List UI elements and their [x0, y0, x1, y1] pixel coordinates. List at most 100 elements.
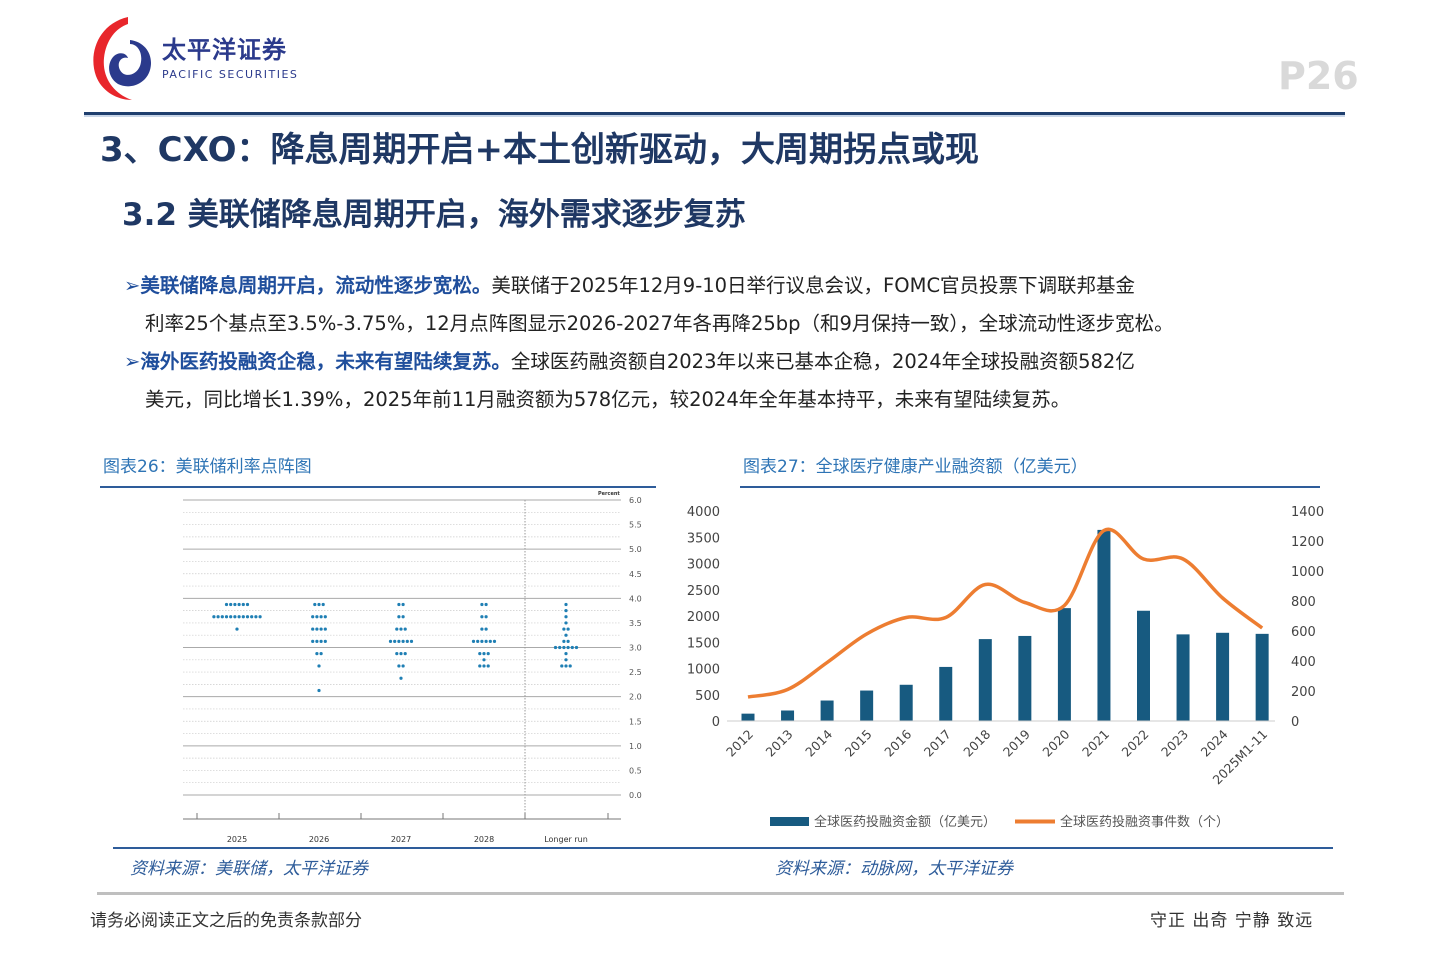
dot	[233, 602, 237, 607]
bar	[1057, 608, 1071, 721]
y2-tick-label: 600	[1291, 625, 1316, 640]
dot	[317, 688, 321, 693]
dot	[241, 602, 245, 607]
dot	[476, 639, 480, 643]
dot	[574, 645, 579, 650]
bar	[1137, 610, 1150, 721]
dot	[566, 639, 570, 643]
bar	[1255, 633, 1269, 721]
y-tick-label: 2000	[687, 610, 720, 625]
dot	[229, 615, 233, 619]
bar	[1216, 632, 1230, 721]
dot	[224, 615, 229, 619]
dot	[480, 615, 484, 619]
dot	[254, 615, 258, 619]
x-tick-label: 2015	[842, 727, 875, 760]
bullet-2: ➢海外医药投融资企稳，未来有望陆续复苏。全球医药融资额自2023年以来已基本企稳…	[124, 349, 1135, 375]
header-divider	[84, 112, 1345, 117]
dot	[323, 615, 327, 619]
dot	[317, 664, 321, 668]
y-tick-label: 6.0	[629, 496, 642, 505]
figure-26-source: 资料来源：美联储，太平洋证券	[130, 859, 368, 879]
x-tick-label: 2012	[723, 727, 756, 760]
dot	[319, 615, 323, 619]
bar	[899, 684, 913, 721]
y-tick-label: 0.0	[629, 791, 642, 800]
x-tick-label: 2019	[1000, 726, 1033, 759]
dot	[235, 627, 239, 631]
x-tick-label: 2023	[1158, 727, 1191, 760]
logo-text-en: PACIFIC SECURITIES	[162, 68, 299, 81]
bar	[1097, 529, 1111, 721]
y2-tick-label: 800	[1291, 595, 1316, 610]
dot	[403, 627, 407, 631]
dot	[568, 664, 572, 668]
dot	[317, 602, 321, 607]
x-tick-label: 2027	[391, 835, 411, 844]
x-tick-label: 2028	[474, 835, 494, 844]
y-tick-label: 5.5	[629, 521, 642, 530]
figure-27-source: 资料来源：动脉网，太平洋证券	[775, 859, 1013, 879]
dot	[488, 639, 492, 643]
dot	[484, 639, 488, 643]
dot	[224, 602, 229, 607]
legend-line-label: 全球医药投融资事件数（个）	[1060, 814, 1229, 830]
dot	[482, 658, 486, 662]
figure-27-caption: 图表27：全球医疗健康产业融资额（亿美元）	[743, 457, 1088, 477]
y-tick-label: 2.5	[629, 668, 642, 677]
y-axis-label: Percent	[598, 491, 620, 497]
y-tick-label: 2500	[687, 584, 720, 599]
x-tick-label: 2024	[1198, 726, 1231, 759]
dot	[245, 615, 250, 619]
x-tick-label: 2022	[1119, 727, 1152, 760]
y-tick-label: 4000	[687, 505, 720, 520]
dot	[315, 615, 319, 619]
dot	[311, 615, 315, 619]
caption-divider	[100, 486, 656, 488]
bullet-marker-icon: ➢	[124, 350, 141, 373]
logo	[88, 14, 160, 102]
dot	[315, 639, 319, 643]
y2-tick-label: 200	[1291, 685, 1316, 700]
dot	[401, 639, 405, 643]
y-tick-label: 4.5	[629, 570, 642, 579]
bullet-2-continuation: 美元，同比增长1.39%，2025年前11月融资额为578亿元，较2024年全年…	[145, 388, 1071, 411]
figure-bottom-divider	[113, 847, 1333, 849]
dot	[319, 652, 323, 656]
y-tick-label: 1500	[687, 636, 720, 651]
dot	[388, 639, 393, 643]
dot	[566, 645, 570, 650]
dot	[471, 639, 476, 643]
dot	[397, 602, 401, 607]
legend-bar-swatch	[770, 817, 809, 826]
dot	[480, 639, 484, 643]
series-line	[747, 527, 1264, 699]
dot	[558, 645, 562, 650]
y-tick-label: 3500	[687, 531, 720, 546]
x-tick-label: 2013	[763, 727, 796, 760]
dot	[315, 627, 319, 631]
bar	[741, 713, 755, 721]
dot	[562, 639, 566, 643]
bar	[1176, 634, 1190, 721]
y-tick-label: 2.0	[629, 693, 642, 702]
dot	[319, 639, 323, 643]
x-tick-label: 2014	[802, 726, 835, 759]
dot	[486, 664, 490, 668]
y2-tick-label: 400	[1291, 655, 1316, 670]
x-tick-label: 2021	[1079, 727, 1112, 760]
company-motto: 守正 出奇 宁静 致远	[1150, 911, 1314, 931]
x-tick-label: 2016	[881, 726, 914, 759]
y2-tick-label: 0	[1291, 715, 1299, 730]
bar	[820, 700, 834, 721]
dot	[212, 615, 216, 619]
dot	[409, 639, 414, 643]
dot	[564, 609, 568, 613]
y2-tick-label: 1000	[1291, 565, 1324, 580]
dot	[486, 652, 490, 656]
dot	[484, 627, 488, 631]
dot	[564, 652, 568, 656]
dot	[395, 627, 399, 631]
